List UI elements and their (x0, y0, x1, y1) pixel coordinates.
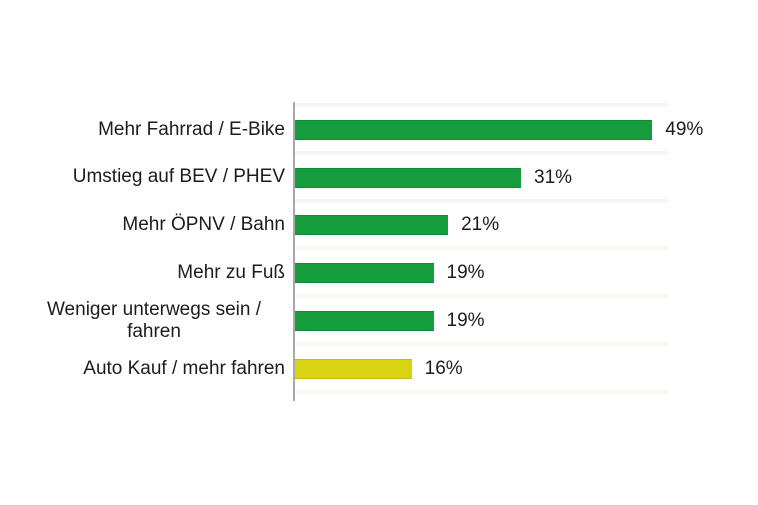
category-label: Umstieg auf BEV / PHEV (72, 166, 285, 188)
bar-track: 19% (295, 262, 696, 284)
value-label: 19% (446, 262, 485, 284)
value-label: 31% (534, 166, 573, 188)
bar-track: 19% (295, 310, 696, 332)
bar (295, 215, 449, 236)
category-label: Weniger unterwegs sein / fahren (46, 298, 262, 343)
bar (295, 119, 653, 140)
value-label: 49% (665, 118, 704, 140)
category-label: Mehr zu Fuß (177, 262, 285, 284)
chart-row: Weniger unterwegs sein / fahren 19% (0, 297, 758, 345)
plot-cell: 31% (285, 167, 758, 189)
bar-track: 49% (295, 119, 703, 141)
plot-cell: 19% (285, 310, 758, 332)
bar (295, 167, 522, 188)
category-label: Auto Kauf / mehr fahren (83, 357, 285, 379)
chart-row: Mehr ÖPNV / Bahn 21% (0, 202, 758, 250)
chart-rows: Mehr Fahrrad / E-Bike 49% Umstieg auf BE… (0, 106, 758, 393)
category-label-cell: Auto Kauf / mehr fahren (0, 358, 285, 380)
category-label-cell: Weniger unterwegs sein / fahren (0, 299, 285, 344)
bar-track: 16% (295, 358, 696, 380)
bar (295, 263, 434, 284)
y-axis-line (293, 102, 295, 401)
chart-row: Mehr Fahrrad / E-Bike 49% (0, 106, 758, 154)
plot-cell: 16% (285, 358, 758, 380)
category-label: Mehr ÖPNV / Bahn (122, 214, 285, 236)
bar-track: 21% (295, 214, 696, 236)
category-label: Mehr Fahrrad / E-Bike (98, 118, 285, 140)
value-label: 21% (461, 214, 500, 236)
chart-row: Mehr zu Fuß 19% (0, 249, 758, 297)
category-label-cell: Mehr Fahrrad / E-Bike (0, 119, 285, 141)
bar (295, 358, 412, 379)
category-label-cell: Mehr zu Fuß (0, 262, 285, 284)
chart-row: Umstieg auf BEV / PHEV 31% (0, 154, 758, 202)
value-label: 16% (424, 357, 463, 379)
chart-row: Auto Kauf / mehr fahren 16% (0, 345, 758, 393)
bar (295, 311, 434, 332)
category-label-cell: Umstieg auf BEV / PHEV (0, 166, 285, 188)
plot-cell: 21% (285, 214, 758, 236)
value-label: 19% (446, 310, 485, 332)
plot-cell: 19% (285, 262, 758, 284)
category-label-cell: Mehr ÖPNV / Bahn (0, 214, 285, 236)
plot-cell: 49% (285, 119, 758, 141)
bar-track: 31% (295, 167, 696, 189)
